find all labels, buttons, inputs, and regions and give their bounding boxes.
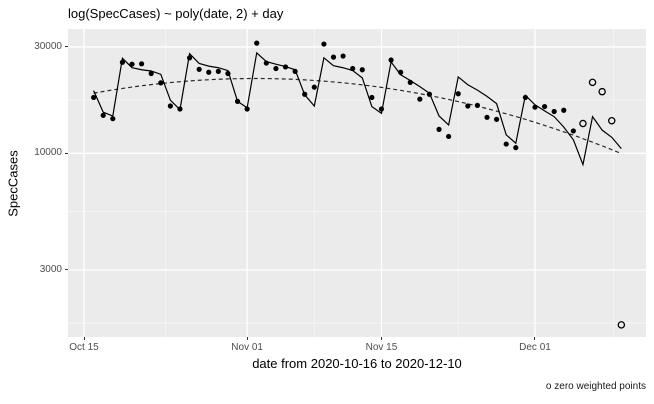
- observed-point: [513, 145, 519, 151]
- observed-point: [369, 94, 375, 101]
- observed-point: [177, 106, 183, 112]
- observed-point: [263, 60, 269, 66]
- observed-point: [215, 68, 221, 74]
- observed-point: [484, 114, 490, 120]
- observed-point: [446, 133, 452, 140]
- observed-point: [244, 106, 250, 112]
- observed-point: [541, 103, 548, 110]
- observed-point: [110, 116, 116, 122]
- observed-point: [302, 91, 308, 97]
- observed-point: [378, 106, 385, 112]
- observed-point: [273, 65, 279, 72]
- x-tick-label: Oct 15: [69, 342, 99, 353]
- y-tick-label: 10000: [34, 147, 62, 159]
- x-tick-label: Nov 01: [231, 342, 263, 353]
- observed-point: [158, 80, 164, 86]
- observed-point: [196, 66, 202, 72]
- observed-point: [570, 128, 576, 134]
- observed-point: [551, 108, 557, 115]
- observed-point: [407, 79, 413, 85]
- observed-point: [455, 91, 461, 97]
- observed-point: [350, 65, 356, 72]
- grid-minor: [68, 29, 646, 337]
- trend-line: [93, 77, 622, 155]
- y-tick-label: 3000: [39, 263, 62, 275]
- plot-panel: [68, 29, 646, 337]
- x-tick-mark: [83, 337, 85, 340]
- observed-point: [311, 84, 317, 90]
- observed-point: [522, 94, 528, 101]
- observed-point: [359, 67, 365, 73]
- observed-point: [436, 126, 442, 132]
- observed-point: [532, 104, 538, 110]
- x-tick-label: Nov 15: [365, 342, 398, 353]
- observed-point: [330, 54, 337, 60]
- zero-weighted-point: [588, 78, 597, 87]
- observed-point: [119, 59, 126, 65]
- observed-point: [398, 69, 404, 75]
- observed-point: [417, 96, 423, 102]
- observed-point: [282, 64, 289, 70]
- observed-point: [426, 91, 433, 97]
- observed-point: [254, 40, 260, 46]
- observed-point: [561, 107, 567, 113]
- observed-point: [138, 61, 145, 67]
- fitted-line: [93, 51, 622, 167]
- y-tick-mark: [65, 46, 68, 48]
- observed-point: [474, 102, 481, 109]
- zero-weighted-point: [607, 116, 616, 125]
- observed-point: [167, 103, 173, 109]
- chart-canvas: [68, 29, 646, 337]
- observed-point: [465, 103, 471, 109]
- zero-weighted-points: [579, 78, 626, 329]
- x-tick-mark: [534, 337, 536, 340]
- observed-point: [148, 70, 154, 77]
- observed-point: [234, 98, 241, 104]
- grid-major: [68, 29, 646, 337]
- chart-title: log(SpecCases) ~ poly(date, 2) + day: [68, 6, 284, 21]
- observed-point: [388, 57, 394, 63]
- zero-weighted-point: [598, 87, 606, 96]
- observed-point: [225, 70, 231, 77]
- y-tick-mark: [65, 152, 68, 154]
- observed-point: [340, 53, 346, 59]
- zero-weighted-legend-caption: o zero weighted points: [545, 381, 646, 392]
- x-tick-mark: [246, 337, 248, 340]
- observed-point: [321, 41, 327, 47]
- observed-point: [100, 112, 106, 118]
- zero-weighted-point: [579, 119, 587, 128]
- observed-point: [494, 116, 500, 122]
- x-axis-title: date from 2020-10-16 to 2020-12-10: [252, 356, 462, 371]
- x-tick-label: Dec 01: [519, 342, 551, 353]
- observed-point: [186, 55, 193, 61]
- x-tick-mark: [380, 337, 382, 340]
- observed-point: [206, 69, 212, 75]
- observed-points: [91, 40, 576, 151]
- zero-weighted-point: [617, 321, 626, 329]
- y-tick-label: 30000: [34, 40, 62, 52]
- y-tick-mark: [65, 269, 68, 271]
- observed-point: [91, 94, 97, 101]
- observed-point: [503, 141, 509, 147]
- observed-point: [292, 68, 298, 74]
- observed-point: [129, 61, 135, 67]
